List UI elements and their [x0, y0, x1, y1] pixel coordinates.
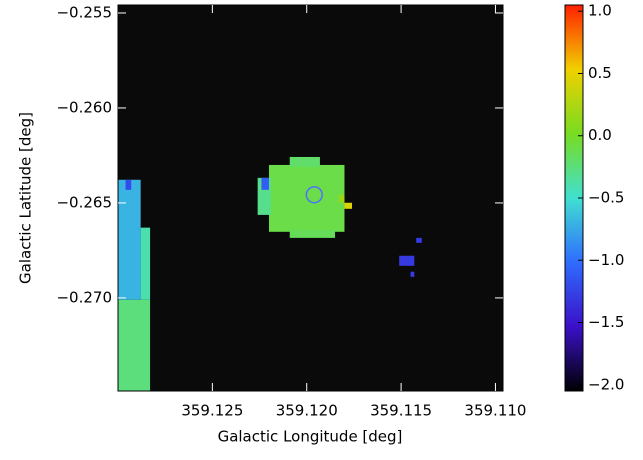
map-region: [416, 237, 422, 243]
x-tick-label: 359.110: [464, 402, 526, 420]
colorbar-tick-label: 0.5: [588, 64, 612, 82]
y-tick-label: −0.255: [56, 3, 112, 21]
x-axis-label: Galactic Longitude [deg]: [218, 428, 403, 446]
map-region: [338, 194, 345, 203]
map-region: [118, 179, 141, 300]
colorbar-tick-label: −1.0: [588, 251, 624, 269]
map-region: [399, 255, 415, 266]
map-region: [344, 202, 353, 209]
map-region: [289, 229, 336, 238]
plot-frame: [117, 4, 504, 392]
colorbar-tick-label: −1.5: [588, 313, 624, 331]
map-region: [410, 271, 415, 277]
x-tick-label: 359.115: [370, 402, 432, 420]
colorbar-tick-label: 0.0: [588, 126, 612, 144]
colorbar-tick-label: −2.0: [588, 375, 624, 393]
position-marker: [305, 186, 323, 204]
y-tick-label: −0.260: [56, 98, 112, 116]
y-tick-label: −0.265: [56, 193, 112, 211]
map-region: [125, 179, 132, 190]
y-axis-label: Galactic Latitude [deg]: [17, 112, 35, 284]
colorbar-tick-label: −0.5: [588, 189, 624, 207]
map-region: [289, 156, 320, 167]
x-tick-label: 359.125: [181, 402, 243, 420]
y-tick-label: −0.270: [56, 288, 112, 306]
map-region: [261, 177, 269, 190]
map-region: [140, 227, 151, 300]
map-region: [118, 299, 151, 391]
colorbar-tick-label: 1.0: [588, 2, 612, 20]
x-tick-label: 359.120: [276, 402, 338, 420]
